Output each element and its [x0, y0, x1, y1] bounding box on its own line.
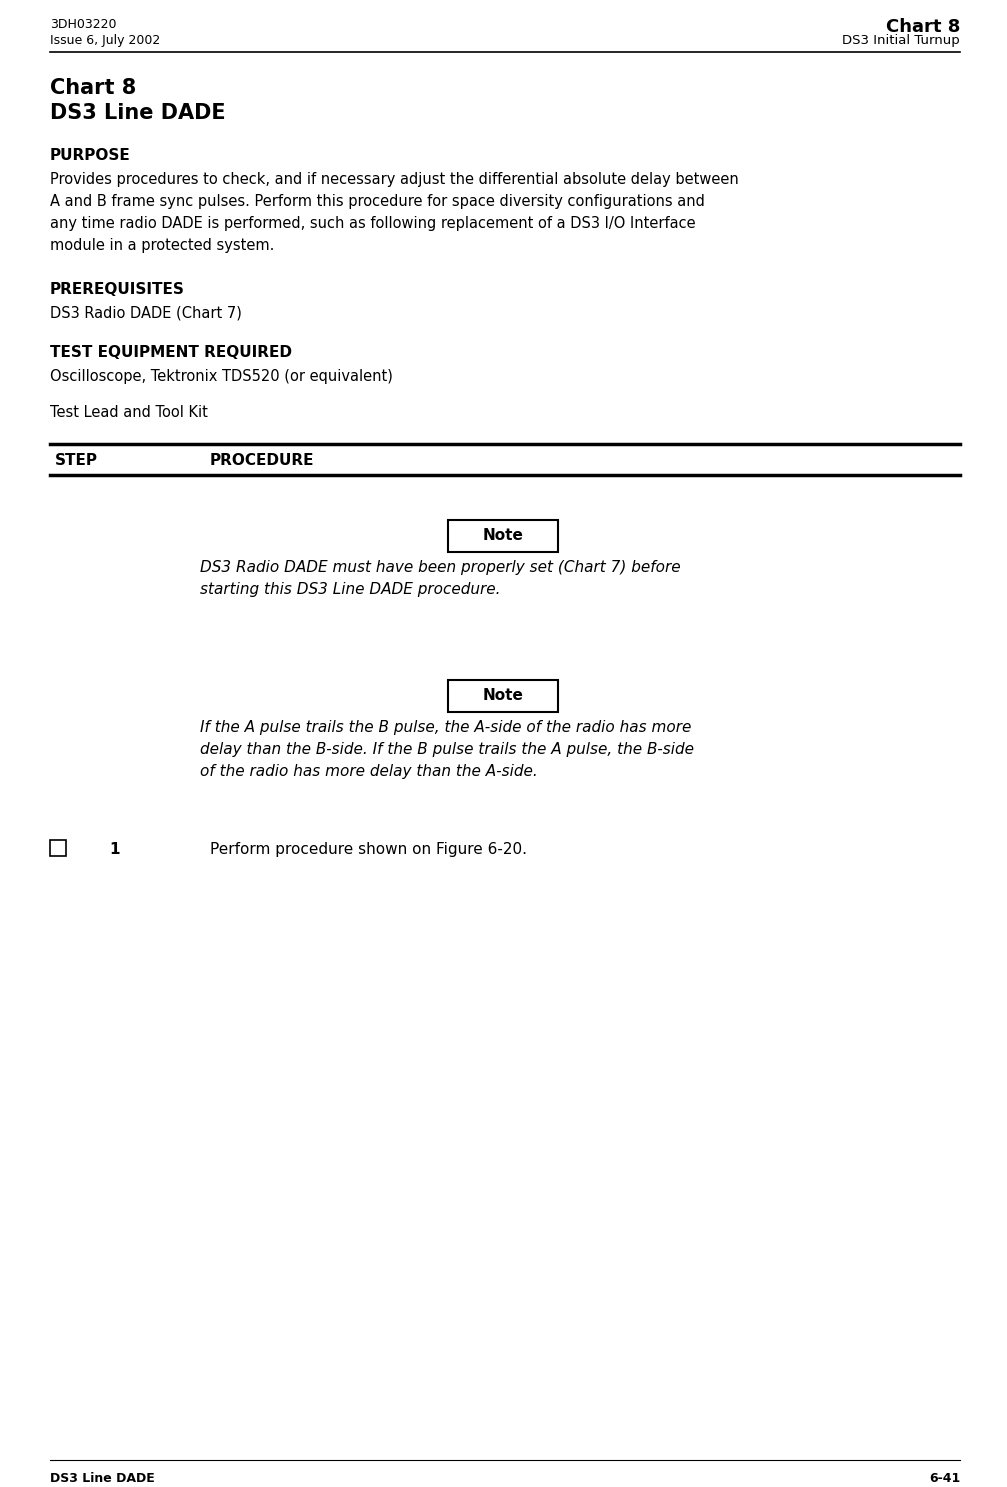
- Text: starting this DS3 Line DADE procedure.: starting this DS3 Line DADE procedure.: [200, 581, 500, 596]
- Text: any time radio DADE is performed, such as following replacement of a DS3 I/O Int: any time radio DADE is performed, such a…: [50, 216, 696, 230]
- Text: 3DH03220: 3DH03220: [50, 18, 117, 31]
- Bar: [448, 680, 558, 712]
- Text: Issue 6, July 2002: Issue 6, July 2002: [50, 34, 160, 48]
- Text: Test Lead and Tool Kit: Test Lead and Tool Kit: [50, 404, 207, 419]
- Text: 6-41: 6-41: [928, 1472, 960, 1486]
- Text: DS3 Line DADE: DS3 Line DADE: [50, 1472, 155, 1486]
- Text: DS3 Radio DADE must have been properly set (Chart 7) before: DS3 Radio DADE must have been properly s…: [200, 561, 681, 575]
- Text: If the A pulse trails the B pulse, the A-side of the radio has more: If the A pulse trails the B pulse, the A…: [200, 720, 692, 735]
- Text: module in a protected system.: module in a protected system.: [50, 238, 274, 253]
- Text: A and B frame sync pulses. Perform this procedure for space diversity configurat: A and B frame sync pulses. Perform this …: [50, 193, 705, 210]
- Text: DS3 Radio DADE (Chart 7): DS3 Radio DADE (Chart 7): [50, 306, 242, 321]
- Text: PURPOSE: PURPOSE: [50, 149, 131, 164]
- Text: of the radio has more delay than the A-side.: of the radio has more delay than the A-s…: [200, 764, 538, 779]
- Text: DS3 Initial Turnup: DS3 Initial Turnup: [842, 34, 960, 48]
- Text: PROCEDURE: PROCEDURE: [210, 454, 314, 468]
- Text: Chart 8: Chart 8: [50, 77, 136, 98]
- Text: Note: Note: [482, 688, 524, 703]
- Text: delay than the B-side. If the B pulse trails the A pulse, the B-side: delay than the B-side. If the B pulse tr…: [200, 742, 694, 757]
- Text: STEP: STEP: [55, 454, 98, 468]
- Text: DS3 Line DADE: DS3 Line DADE: [50, 103, 226, 123]
- Text: Oscilloscope, Tektronix TDS520 (or equivalent): Oscilloscope, Tektronix TDS520 (or equiv…: [50, 369, 393, 384]
- Bar: [50, 840, 66, 857]
- Text: Note: Note: [482, 528, 524, 544]
- Bar: [448, 520, 558, 552]
- Text: TEST EQUIPMENT REQUIRED: TEST EQUIPMENT REQUIRED: [50, 345, 292, 360]
- Text: 1: 1: [110, 842, 120, 857]
- Text: Chart 8: Chart 8: [885, 18, 960, 36]
- Text: Provides procedures to check, and if necessary adjust the differential absolute : Provides procedures to check, and if nec…: [50, 172, 739, 187]
- Text: Perform procedure shown on Figure 6-20.: Perform procedure shown on Figure 6-20.: [210, 842, 527, 857]
- Text: PREREQUISITES: PREREQUISITES: [50, 283, 185, 297]
